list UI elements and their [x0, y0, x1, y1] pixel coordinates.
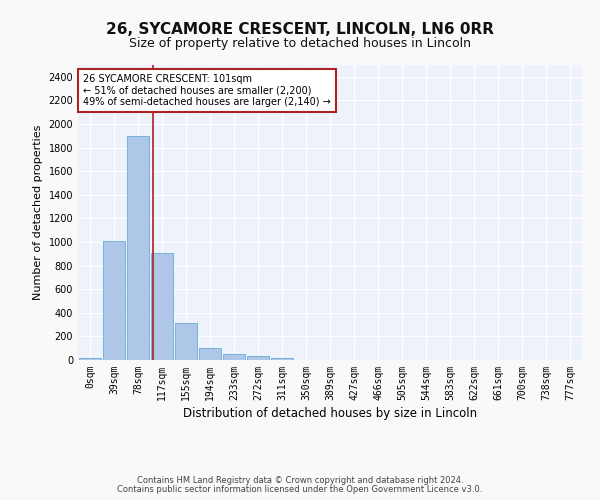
- Text: 26 SYCAMORE CRESCENT: 101sqm
← 51% of detached houses are smaller (2,200)
49% of: 26 SYCAMORE CRESCENT: 101sqm ← 51% of de…: [83, 74, 331, 107]
- Bar: [175, 324, 197, 360]
- Bar: [127, 136, 149, 360]
- Bar: [151, 252, 173, 360]
- Text: Contains HM Land Registry data © Crown copyright and database right 2024.: Contains HM Land Registry data © Crown c…: [137, 476, 463, 485]
- Text: 26, SYCAMORE CRESCENT, LINCOLN, LN6 0RR: 26, SYCAMORE CRESCENT, LINCOLN, LN6 0RR: [106, 22, 494, 38]
- Bar: [103, 241, 125, 360]
- X-axis label: Distribution of detached houses by size in Lincoln: Distribution of detached houses by size …: [183, 407, 477, 420]
- Text: Size of property relative to detached houses in Lincoln: Size of property relative to detached ho…: [129, 38, 471, 51]
- Bar: [79, 358, 101, 360]
- Bar: [271, 358, 293, 360]
- Bar: [247, 356, 269, 360]
- Bar: [223, 354, 245, 360]
- Bar: [199, 348, 221, 360]
- Text: Contains public sector information licensed under the Open Government Licence v3: Contains public sector information licen…: [118, 485, 482, 494]
- Y-axis label: Number of detached properties: Number of detached properties: [33, 125, 43, 300]
